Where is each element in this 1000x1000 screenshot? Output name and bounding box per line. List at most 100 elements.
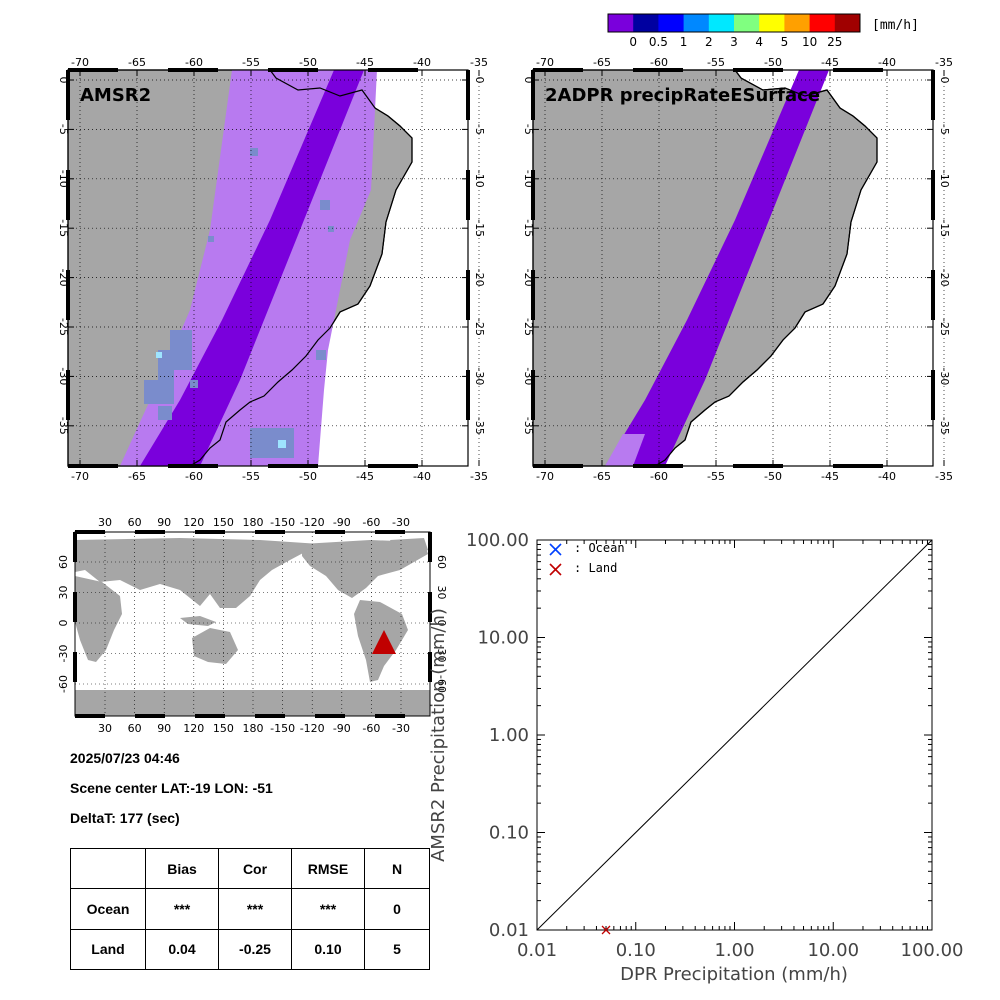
- lon-tick-label: -50: [764, 470, 782, 483]
- colorbar-label: 2: [705, 35, 713, 49]
- colorbar-cell: [784, 14, 811, 32]
- y-tick-label: 1.00: [489, 725, 529, 746]
- stats-cell: 0.04: [145, 928, 219, 971]
- lon-tick-label: -70: [536, 470, 554, 483]
- stats-header-cell: N: [364, 847, 430, 890]
- world-lon-tick-label: -150: [270, 722, 295, 735]
- lon-tick-label: -40: [878, 56, 896, 69]
- world-lon-tick-label: 120: [183, 516, 204, 529]
- world-lon-tick-label: 30: [98, 722, 112, 735]
- world-lon-tick-label: -120: [300, 722, 325, 735]
- stats-row-ocean: Ocean *** *** *** 0: [70, 888, 430, 930]
- stats-cell: 5: [364, 928, 430, 971]
- colorbar: [mm/h] 0 0.5 1 2 3 4 5 10 25: [607, 13, 919, 49]
- lat-tick-label: -25: [938, 318, 951, 336]
- world-lon-tick-label: 120: [183, 722, 204, 735]
- lon-tick-label: -65: [593, 56, 611, 69]
- colorbar-cell: [834, 14, 861, 32]
- stats-header-cell: [70, 847, 146, 890]
- world-lon-tick-label: -150: [270, 516, 295, 529]
- colorbar-cell: [633, 14, 659, 32]
- lat-tick-label: -5: [57, 124, 70, 135]
- world-lat-tick-label: 60: [57, 555, 70, 569]
- world-lat-tick-label: -60: [57, 675, 70, 693]
- stats-header-cell: RMSE: [291, 847, 365, 890]
- lat-tick-label: 0: [473, 77, 486, 84]
- scatter-legend: : Ocean : Land: [549, 541, 625, 576]
- stats-table: Bias Cor RMSE N Ocean *** *** *** 0 Land…: [70, 847, 430, 971]
- legend-land-label: : Land: [574, 561, 617, 575]
- lat-tick-label: -25: [522, 318, 535, 336]
- dpr-title: 2ADPR precipRateESurface: [545, 85, 820, 106]
- colorbar-label: 4: [755, 35, 763, 49]
- stats-header-row: Bias Cor RMSE N: [70, 847, 430, 890]
- lon-tick-label: -45: [356, 470, 374, 483]
- world-lat-tick-label: 30: [57, 586, 70, 600]
- lon-tick-label: -60: [185, 470, 203, 483]
- colorbar-cell: [809, 14, 836, 32]
- stats-header-cell: Cor: [218, 847, 292, 890]
- lat-tick-label: -5: [473, 124, 486, 135]
- legend-land-marker: [549, 563, 562, 576]
- colorbar-label: 10: [802, 35, 817, 49]
- amsr2-axis-ticks: -70-70-65-65-60-60-55-55-50-50-45-45-40-…: [57, 56, 488, 483]
- world-lon-tick-label: -90: [333, 722, 351, 735]
- lon-tick-label: -65: [128, 56, 146, 69]
- amsr2-speckle-cyan2: [278, 440, 286, 448]
- world-lon-tick-label: 90: [157, 722, 171, 735]
- dpr-rain-band: [605, 70, 829, 466]
- world-lon-tick-label: 180: [243, 516, 264, 529]
- world-lon-tick-label: 60: [128, 722, 142, 735]
- scatter-point: [601, 925, 611, 935]
- x-tick-label: 0.10: [616, 940, 656, 961]
- world-lat-tick-label: -30: [435, 645, 448, 663]
- colorbar-cell: [608, 14, 634, 32]
- world-lon-tick-label: 30: [98, 516, 112, 529]
- lat-tick-label: -15: [473, 219, 486, 237]
- lat-tick-label: 0: [522, 77, 535, 84]
- x-tick-label: 0.01: [517, 940, 557, 961]
- lon-tick-label: -50: [764, 56, 782, 69]
- stats-header-cell: Bias: [145, 847, 219, 890]
- lon-tick-label: -70: [71, 56, 89, 69]
- colorbar-label: 1: [680, 35, 688, 49]
- lat-tick-label: -35: [57, 417, 70, 435]
- lon-tick-label: -35: [470, 56, 488, 69]
- lon-tick-label: -70: [71, 470, 89, 483]
- world-lat-tick-label: 0: [57, 620, 70, 627]
- lat-tick-label: -35: [473, 417, 486, 435]
- dpr-light-rain-tail: [605, 434, 645, 466]
- world-map-panel: 30 30 60 60 90 90 120 120 150 150 180 180 -150 -150 -1…: [57, 516, 448, 735]
- lon-tick-label: -40: [413, 56, 431, 69]
- lon-tick-label: -35: [935, 470, 953, 483]
- stats-cell: ***: [218, 888, 292, 930]
- world-lat-tick-label: 30: [435, 586, 448, 600]
- x-tick-label: 100.00: [901, 940, 964, 961]
- amsr2-rain-band: [140, 70, 364, 466]
- lon-tick-label: -35: [470, 470, 488, 483]
- stats-cell: ***: [145, 888, 219, 930]
- lat-tick-label: -10: [473, 170, 486, 188]
- lat-tick-label: -35: [522, 417, 535, 435]
- y-tick-label: 100.00: [466, 530, 529, 551]
- lon-tick-label: -70: [536, 56, 554, 69]
- world-lat-tick-label: 60: [435, 555, 448, 569]
- world-lon-tick-label: -30: [392, 722, 410, 735]
- lon-tick-label: -45: [356, 56, 374, 69]
- scene-deltat: DeltaT: 177 (sec): [70, 810, 180, 826]
- lon-tick-label: -50: [299, 470, 317, 483]
- scene-location-marker: [372, 630, 396, 654]
- lon-tick-label: -50: [299, 56, 317, 69]
- lat-tick-label: -5: [522, 124, 535, 135]
- colorbar-cell: [658, 14, 685, 32]
- world-lon-tick-label: -120: [300, 516, 325, 529]
- scatter-plot: 0.01 0.10 1.00 10.00 100.00 0.01 0.10 1.00 10.00…: [428, 530, 964, 985]
- x-tick-label: 10.00: [807, 940, 859, 961]
- world-lon-tick-label: 150: [213, 516, 234, 529]
- y-tick-label: 0.01: [489, 920, 529, 941]
- y-tick-label: 10.00: [477, 628, 529, 649]
- stats-cell: Ocean: [70, 888, 146, 930]
- world-lon-tick-label: -30: [392, 516, 410, 529]
- colorbar-label: 3: [730, 35, 738, 49]
- stats-cell: -0.25: [218, 928, 292, 971]
